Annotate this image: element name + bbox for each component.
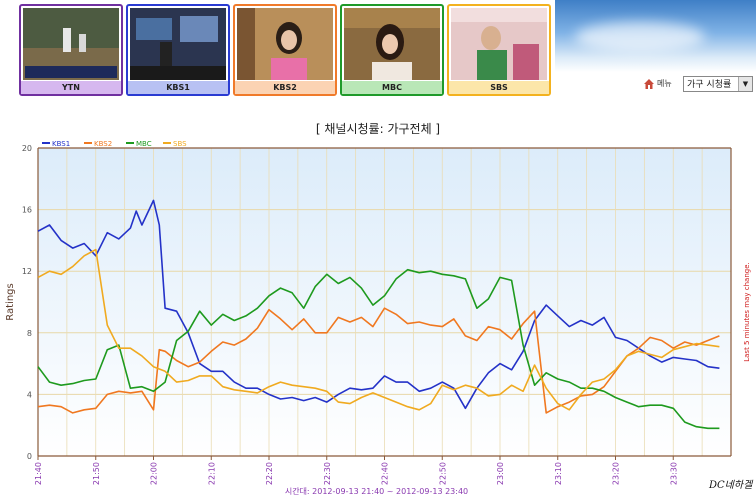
channel-label: SBS xyxy=(449,81,549,94)
kbs1-thumbnail xyxy=(130,8,226,80)
channel-card-sbs[interactable]: SBS xyxy=(447,4,551,96)
x-tick-label: 22:00 xyxy=(150,462,159,485)
series-line-mbc xyxy=(37,268,720,430)
channel-label: MBC xyxy=(342,81,442,94)
x-tick-label: 23:20 xyxy=(612,462,621,485)
sbs-thumbnail xyxy=(451,8,547,80)
x-tick-label: 22:10 xyxy=(207,462,216,485)
series-line-sbs xyxy=(37,248,720,411)
channel-label: KBS2 xyxy=(235,81,335,94)
x-tick-label: 23:10 xyxy=(554,462,563,485)
mbc-thumbnail xyxy=(344,8,440,80)
ytn-thumbnail xyxy=(23,8,119,80)
legend-label: SBS xyxy=(173,140,187,148)
kbs2-thumbnail xyxy=(237,8,333,80)
home-icon xyxy=(644,78,654,89)
y2-axis-note: Last 5 minutes may change. xyxy=(743,262,751,362)
menu-link[interactable]: 메뉴 xyxy=(644,78,672,89)
rating-type-select[interactable]: 가구 시청률 ▼ xyxy=(683,76,753,92)
channel-label: KBS1 xyxy=(128,81,228,94)
y-tick-label: 0 xyxy=(27,452,32,461)
channel-card-kbs2[interactable]: KBS2 xyxy=(233,4,337,96)
sky-banner xyxy=(555,0,756,72)
channel-card-ytn[interactable]: YTN xyxy=(19,4,123,96)
menu-label: 메뉴 xyxy=(657,79,672,88)
channel-card-kbs1[interactable]: KBS1 xyxy=(126,4,230,96)
legend-label: MBC xyxy=(136,140,152,148)
y-axis-label: Ratings xyxy=(5,283,16,320)
series-line-kbs2 xyxy=(37,307,720,414)
x-tick-label: 22:30 xyxy=(323,462,332,485)
x-tick-label: 23:30 xyxy=(669,462,678,485)
rating-type-value: 가구 시청률 xyxy=(687,80,732,90)
y-tick-label: 8 xyxy=(27,329,32,338)
channel-label: YTN xyxy=(21,81,121,94)
x-tick-label: 21:50 xyxy=(92,462,101,485)
y-tick-label: 16 xyxy=(22,206,32,215)
series-line-kbs1 xyxy=(37,199,720,410)
author-signature: DC네하겔 xyxy=(709,480,753,491)
ratings-line-chart: 0 4 8 12 16 20 21:40 21:50 22:00 22:10 22:20 22:30 2… xyxy=(5,140,751,496)
chart-title: [ 채널시청률: 가구전체 ] xyxy=(315,122,441,136)
chevron-down-icon: ▼ xyxy=(738,77,752,91)
x-tick-label: 22:50 xyxy=(438,462,447,485)
y-tick-label: 12 xyxy=(22,267,32,276)
x-axis-label: 시간대: 2012-09-13 21:40 ~ 2012-09-13 23:40 xyxy=(285,486,468,496)
x-tick-label: 22:20 xyxy=(265,462,274,485)
x-tick-label: 23:00 xyxy=(496,462,505,485)
legend-label: KBS2 xyxy=(94,140,112,148)
x-tick-label: 21:40 xyxy=(34,462,43,485)
y-tick-label: 4 xyxy=(27,390,32,399)
legend-label: KBS1 xyxy=(52,140,70,148)
channel-card-mbc[interactable]: MBC xyxy=(340,4,444,96)
x-tick-label: 22:40 xyxy=(381,462,390,485)
y-tick-label: 20 xyxy=(22,144,32,153)
